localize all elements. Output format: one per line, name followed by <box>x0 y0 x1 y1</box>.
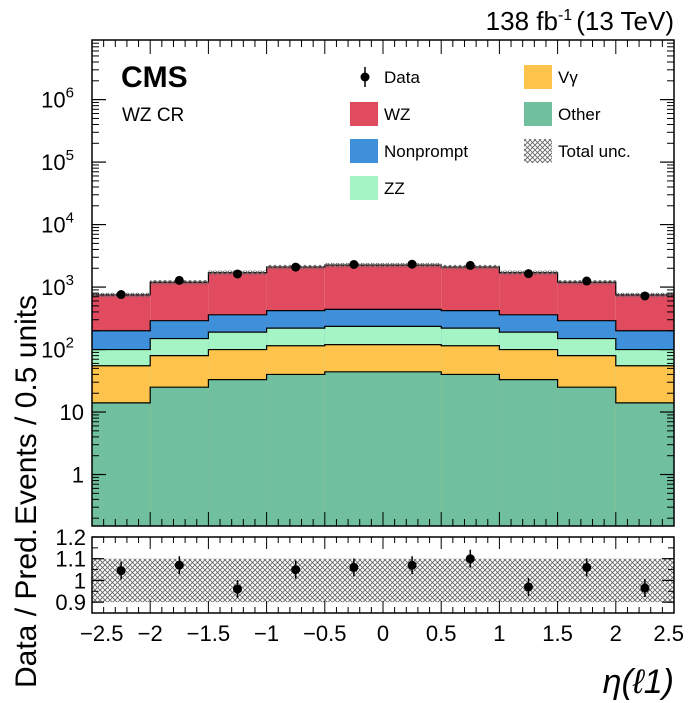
legend-swatch <box>350 176 378 200</box>
y-tick-label: 105 <box>41 147 74 175</box>
legend-swatch <box>524 65 552 89</box>
data-point-5 <box>407 259 417 269</box>
legend-item-wz: WZ <box>350 102 410 126</box>
bar-other-0 <box>92 402 151 526</box>
legend-label: ZZ <box>384 179 405 198</box>
bar-other-8 <box>557 387 616 526</box>
y-tick-label: 106 <box>41 85 74 113</box>
ratio-point-8 <box>582 562 592 572</box>
x-axis-title: η(ℓ1) <box>603 663 674 701</box>
ratio-y-tick-label: 1 <box>74 568 86 593</box>
ratio-point-3 <box>291 565 301 575</box>
legend-item-zz: ZZ <box>350 176 405 200</box>
data-points <box>116 259 650 301</box>
ratio-plot: 0.911.11.2 −2.5 −2 −1.5 −1 −0.5 0 0.5 1 1.5 2 2.5 <box>55 525 684 646</box>
lumi-label: 138 fb-1 (13 TeV) <box>486 6 674 36</box>
legend-hatch-swatch <box>524 139 552 163</box>
bar-other-7 <box>499 379 558 526</box>
x-tick-label: −1.5 <box>187 621 230 646</box>
ratio-y-tick-label: 1.2 <box>55 525 86 550</box>
data-point-9 <box>640 291 650 301</box>
bar-other-2 <box>208 379 267 526</box>
ratio-point-6 <box>465 554 475 564</box>
data-point-4 <box>349 259 359 269</box>
bar-other-9 <box>615 402 674 526</box>
data-point-8 <box>582 276 592 286</box>
y-tick-label: 104 <box>41 210 74 238</box>
legend-label: Vγ <box>558 68 578 87</box>
legend-swatch <box>350 102 378 126</box>
ratio-point-5 <box>407 560 417 570</box>
legend-item-other: Other <box>524 102 601 126</box>
x-tick-label: −1 <box>254 621 279 646</box>
region-label: WZ CR <box>122 105 184 126</box>
legend-item-vgamma: Vγ <box>524 65 578 89</box>
x-tick-label: −2 <box>138 621 163 646</box>
stacked-histograms <box>92 264 674 526</box>
x-tick-label: 2 <box>610 621 622 646</box>
legend-label: Total unc. <box>558 142 631 161</box>
main-y-axis: 1 10 102 103 104 105 106 <box>41 39 674 519</box>
ratio-y-tick-label: 1.1 <box>55 547 86 572</box>
y-tick-label: 102 <box>41 335 74 363</box>
x-tick-label: 1 <box>493 621 505 646</box>
data-point-1 <box>174 275 184 285</box>
x-tick-label: −2.5 <box>80 621 123 646</box>
y-tick-label: 10 <box>60 400 84 425</box>
bar-other-6 <box>441 374 500 526</box>
y-axis-title-ratio: Data / Pred. <box>10 528 43 688</box>
x-tick-label: −0.5 <box>303 621 346 646</box>
legend-swatch <box>350 139 378 163</box>
ratio-point-0 <box>116 566 126 576</box>
x-tick-label: 0.5 <box>426 621 457 646</box>
legend-label: Nonprompt <box>384 142 468 161</box>
outline-other <box>92 371 674 404</box>
data-point-2 <box>233 269 242 279</box>
legend-item-data: Data <box>360 67 420 87</box>
x-tick-label: 1.5 <box>542 621 573 646</box>
ratio-point-1 <box>174 560 184 570</box>
y-axis-title-main: Events / 0.5 units <box>10 295 43 525</box>
y-tick-label: 1 <box>72 463 84 488</box>
data-point-7 <box>524 269 533 279</box>
data-point-0 <box>116 290 126 300</box>
legend-label: Data <box>384 68 420 87</box>
bar-other-1 <box>150 387 209 526</box>
data-point-6 <box>465 260 475 270</box>
legend-label: WZ <box>384 105 410 124</box>
cms-label: CMS <box>121 61 188 94</box>
legend: Data WZ Nonprompt ZZ Vγ Other Total unc. <box>350 65 631 200</box>
legend-item-nonprompt: Nonprompt <box>350 139 468 163</box>
ratio-points <box>116 549 650 599</box>
legend-label: Other <box>558 105 601 124</box>
legend-swatch <box>524 102 552 126</box>
ratio-point-9 <box>640 583 650 593</box>
main-x-ticks <box>91 40 675 526</box>
x-tick-label: 2.5 <box>653 621 684 646</box>
y-tick-label: 103 <box>41 272 74 300</box>
outline-nonprompt <box>92 308 674 332</box>
outline-zz <box>92 325 674 351</box>
legend-item-unc: Total unc. <box>524 139 631 163</box>
main-plot: 1 10 102 103 104 105 106 CMS WZ CR Data WZ Nonpr… <box>41 39 675 527</box>
series-other <box>92 371 674 526</box>
ratio-x-axis: −2.5 −2 −1.5 −1 −0.5 0 0.5 1 1.5 2 2.5 <box>80 537 684 646</box>
ratio-y-tick-label: 0.9 <box>55 590 86 615</box>
x-tick-label: 0 <box>377 621 389 646</box>
bar-other-4 <box>324 371 383 526</box>
ratio-y-axis: 0.911.11.2 <box>55 525 674 615</box>
ratio-point-7 <box>524 582 533 592</box>
bar-other-3 <box>266 374 325 526</box>
bar-other-5 <box>383 371 442 526</box>
ratio-uncertainty-band <box>92 558 674 603</box>
ratio-point-4 <box>349 562 359 572</box>
ratio-point-2 <box>233 584 242 594</box>
outline-v- <box>92 344 674 367</box>
data-point-3 <box>291 262 301 272</box>
ratio-band-rect <box>92 558 674 603</box>
